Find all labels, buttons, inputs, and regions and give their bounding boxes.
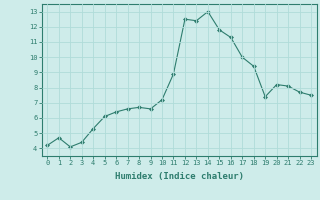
X-axis label: Humidex (Indice chaleur): Humidex (Indice chaleur) [115,172,244,181]
